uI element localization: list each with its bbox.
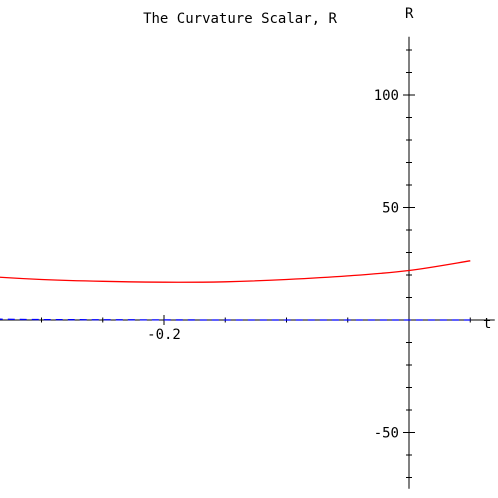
x-axis-label: t [483, 316, 491, 332]
y-tick-label: 50 [382, 201, 399, 217]
series-solid-line [0, 260, 471, 283]
series-dashed-line [0, 318, 471, 321]
x-tick-label: -0.2 [147, 327, 181, 343]
y-tick-label: 100 [374, 88, 399, 104]
axes [0, 36, 495, 489]
chart-title: The Curvature Scalar, R [143, 11, 337, 27]
y-tick-label: -50 [374, 426, 399, 442]
series-layer [0, 260, 471, 321]
y-axis-label: R [405, 6, 414, 22]
